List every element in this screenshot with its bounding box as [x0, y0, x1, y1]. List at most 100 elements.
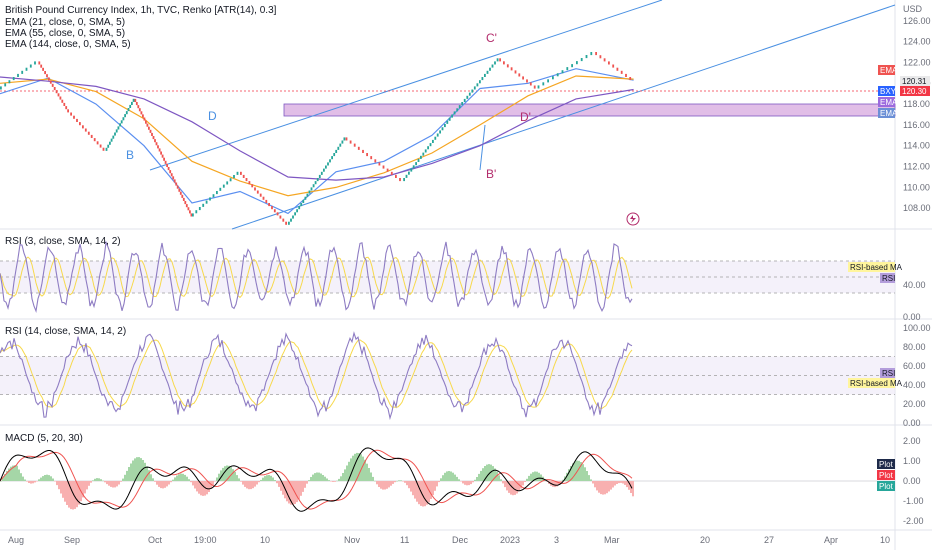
macd-histogram-bar: [246, 481, 248, 489]
macd-histogram-bar: [192, 481, 194, 486]
renko-brick: [93, 138, 96, 142]
renko-brick: [451, 114, 453, 118]
macd-histogram-bar: [412, 481, 414, 496]
macd-histogram-bar: [504, 481, 506, 488]
macd-histogram-bar: [626, 481, 628, 488]
macd-histogram-bar: [136, 457, 138, 481]
renko-brick: [306, 193, 309, 197]
renko-brick: [323, 168, 325, 172]
macd-histogram-bar: [176, 475, 178, 481]
macd-histogram-bar: [522, 481, 524, 486]
macd-histogram-bar: [168, 481, 170, 485]
ema21-legend[interactable]: EMA (21, close, 0, SMA, 5): [5, 17, 125, 28]
badge-label: Plot: [879, 471, 894, 480]
macd-histogram-bar: [350, 458, 352, 481]
channel-lower-line: [231, 4, 896, 230]
renko-brick: [434, 136, 437, 140]
badge-label: RSI-based MA: [850, 263, 903, 272]
renko-brick: [616, 67, 619, 71]
macd-histogram-bar: [4, 474, 6, 481]
renko-brick: [580, 58, 583, 62]
macd-histogram-bar: [384, 481, 386, 490]
macd-histogram-bar: [454, 474, 456, 481]
renko-brick: [38, 61, 41, 65]
macd-histogram-bar: [172, 479, 174, 481]
renko-brick: [173, 179, 176, 183]
time-tick-label: 27: [764, 535, 774, 545]
annotation-b: B: [126, 148, 134, 162]
ema-line: [0, 68, 634, 215]
macd-histogram-bar: [418, 481, 420, 505]
macd-histogram-bar: [106, 481, 108, 485]
renko-brick: [458, 105, 461, 109]
renko-brick: [46, 74, 48, 78]
renko-brick: [115, 129, 118, 133]
macd-histogram-bar: [460, 481, 462, 482]
renko-brick: [471, 89, 474, 93]
pane-tick-label: 60.00: [903, 361, 926, 371]
macd-histogram-bar: [568, 469, 570, 481]
macd-histogram-bar: [126, 470, 128, 481]
macd-histogram-bar: [326, 478, 328, 481]
macd-legend[interactable]: MACD (5, 20, 30): [5, 433, 83, 444]
renko-brick: [4, 83, 7, 87]
rsi14-legend[interactable]: RSI (14, close, SMA, 14, 2): [5, 326, 126, 337]
macd-histogram-bar: [186, 476, 188, 481]
macd-histogram-bar: [556, 481, 558, 487]
macd-histogram-bar: [124, 474, 126, 481]
renko-brick: [547, 79, 549, 83]
renko-brick: [461, 102, 464, 106]
macd-histogram-bar: [386, 481, 388, 489]
macd-histogram-bar: [346, 465, 348, 481]
macd-histogram-bar: [90, 481, 92, 483]
macd-histogram-bar: [16, 465, 18, 481]
renko-brick: [181, 194, 184, 198]
ema144-legend[interactable]: EMA (144, close, 0, SMA, 5): [5, 39, 131, 50]
support-zone: [283, 103, 896, 117]
renko-brick: [12, 77, 15, 81]
renko-brick: [61, 99, 64, 103]
pane-tick-label: 40.00: [903, 280, 926, 290]
renko-brick: [112, 135, 115, 139]
macd-histogram-bar: [154, 481, 156, 482]
badge-label: EMA: [880, 109, 898, 118]
renko-brick: [125, 111, 128, 115]
ema55-legend[interactable]: EMA (55, close, 0, SMA, 5): [5, 28, 125, 39]
macd-histogram-bar: [310, 477, 312, 481]
renko-brick: [34, 61, 36, 65]
renko-brick: [229, 178, 232, 182]
time-tick-label: Nov: [344, 535, 361, 545]
macd-histogram-bar: [338, 478, 340, 481]
macd-histogram-bar: [312, 474, 314, 481]
price-tick-label: 110.00: [903, 182, 930, 192]
price-tick-label: 116.00: [903, 120, 930, 130]
renko-brick: [468, 92, 471, 96]
renko-brick: [212, 194, 215, 198]
renko-brick: [310, 187, 313, 191]
rsi-ma-line: [0, 256, 633, 299]
macd-histogram-bar: [474, 479, 476, 481]
price-pane-title: British Pound Currency Index, 1h, TVC, R…: [5, 5, 277, 16]
badge-label: Plot: [879, 460, 894, 469]
currency-label: USD: [903, 4, 923, 14]
event-marker-icon[interactable]: [626, 212, 640, 226]
macd-histogram-bar: [342, 473, 344, 481]
macd-histogram-bar: [422, 481, 424, 507]
renko-brick: [489, 67, 491, 71]
macd-histogram-bar: [10, 466, 12, 481]
badge-box: [848, 262, 895, 272]
macd-histogram-bar: [622, 481, 624, 484]
macd-histogram-bar: [526, 478, 528, 481]
renko-brick: [48, 77, 50, 81]
renko-brick: [343, 137, 346, 141]
rsi3-legend[interactable]: RSI (3, close, SMA, 14, 2): [5, 236, 121, 247]
renko-brick: [29, 64, 32, 68]
time-axis-ticks: Aug Sep Oct 19:00 10 Nov 11 Dec 2023 3 Mar 20 27 Apr 1…: [8, 535, 890, 545]
renko-brick: [288, 221, 290, 225]
renko-brick: [79, 122, 81, 126]
renko-brick: [506, 64, 509, 68]
macd-histogram-bar: [280, 481, 282, 491]
macd-histogram-bar: [628, 481, 630, 490]
